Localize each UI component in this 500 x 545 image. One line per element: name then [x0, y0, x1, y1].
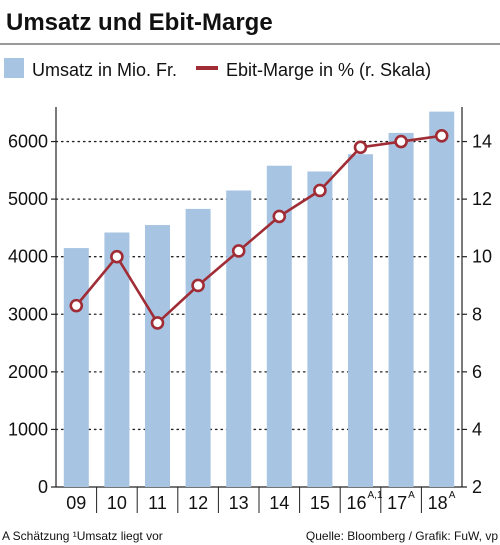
legend-line-label: Ebit-Marge in % (r. Skala) — [226, 60, 431, 80]
footnote-left: A Schätzung ¹Umsatz liegt vor — [2, 529, 163, 543]
bar — [348, 154, 373, 487]
left-tick-label: 0 — [38, 477, 48, 497]
bar — [226, 190, 252, 487]
x-tick-label: 12 — [188, 493, 208, 513]
x-tick-label: 14 — [269, 493, 289, 513]
footnote-right: Quelle: Bloomberg / Grafik: FuW, vp — [306, 529, 498, 543]
right-tick-label: 14 — [472, 132, 492, 152]
bar — [429, 111, 455, 487]
x-tick-superscript: A — [408, 490, 415, 501]
x-tick-label: 11 — [148, 493, 167, 513]
line-point — [110, 249, 124, 264]
line-point — [394, 134, 408, 149]
chart-title: Umsatz und Ebit-Marge — [6, 9, 273, 36]
left-tick-label: 6000 — [8, 132, 48, 152]
left-tick-label: 2000 — [8, 362, 48, 382]
right-tick-label: 12 — [472, 189, 492, 209]
line-point — [434, 128, 449, 143]
right-axis: 2 4 6 8 10 12 14 — [461, 107, 492, 497]
x-tick-label: 17 — [387, 493, 407, 513]
right-tick-label: 8 — [472, 304, 482, 324]
x-tick-label: 18 — [428, 493, 448, 513]
line-point — [69, 298, 84, 313]
bar — [185, 208, 211, 487]
line-point — [150, 316, 165, 330]
line-point — [313, 183, 327, 198]
x-tick-superscript: A,1 — [368, 490, 383, 501]
x-tick-label: 09 — [66, 493, 86, 513]
bar — [307, 171, 333, 487]
bar — [145, 225, 170, 487]
bar — [104, 232, 130, 487]
left-tick-label: 1000 — [8, 419, 48, 439]
legend-bar-swatch — [4, 58, 24, 78]
line-point — [272, 209, 287, 224]
left-tick-label: 3000 — [8, 304, 48, 324]
legend: Umsatz in Mio. Fr. Ebit-Marge in % (r. Sk… — [4, 58, 431, 80]
series-line — [75, 134, 442, 325]
left-tick-label: 4000 — [8, 247, 48, 267]
bar-series — [63, 111, 455, 487]
line-point — [353, 140, 368, 155]
left-tick-label: 5000 — [8, 189, 48, 209]
line-point — [231, 244, 246, 258]
x-tick-superscript: A — [449, 490, 456, 501]
right-tick-label: 4 — [472, 419, 482, 439]
line-point — [191, 278, 205, 293]
line-series — [69, 128, 449, 330]
x-tick-label: 15 — [310, 493, 330, 513]
legend-bar-label: Umsatz in Mio. Fr. — [32, 60, 177, 80]
bar — [63, 248, 89, 487]
x-tick-label: 13 — [229, 493, 249, 513]
bar — [388, 132, 414, 487]
left-axis: 0 1000 2000 3000 4000 5000 6000 — [8, 107, 57, 497]
x-tick-label: 16 — [346, 493, 366, 513]
right-tick-label: 6 — [472, 362, 482, 382]
right-tick-label: 2 — [472, 477, 482, 497]
x-tick-label: 10 — [107, 493, 127, 513]
right-tick-label: 10 — [472, 247, 492, 267]
x-axis: 09 10 11 12 13 14 15 16 A,1 17 A 18 A — [66, 487, 456, 513]
